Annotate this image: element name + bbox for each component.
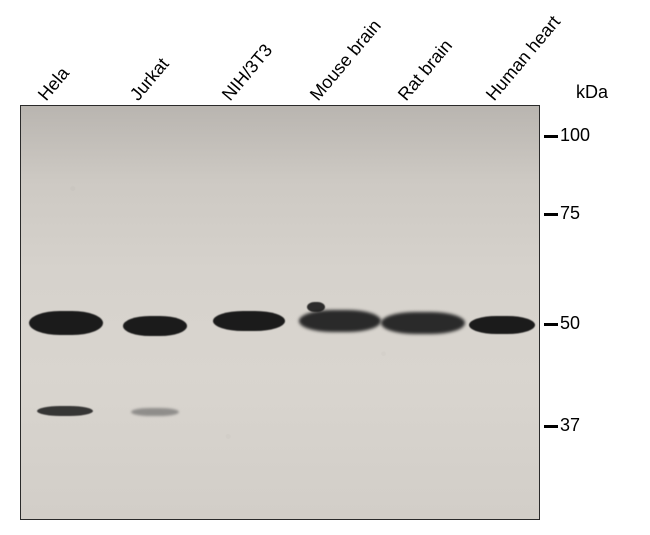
lane-label-mouse-brain: Mouse brain bbox=[306, 16, 386, 105]
mw-label-100: 100 bbox=[560, 125, 590, 146]
wb-figure: Hela Jurkat NIH/3T3 Mouse brain Rat brai… bbox=[20, 10, 630, 525]
membrane-noise bbox=[21, 106, 539, 519]
lane-label-human-heart: Human heart bbox=[482, 12, 565, 105]
band-human-heart-50 bbox=[469, 316, 535, 334]
unit-label-kda: kDa bbox=[576, 82, 608, 103]
band-nih3t3-50 bbox=[213, 311, 285, 331]
lane-label-hela: Hela bbox=[34, 63, 74, 105]
mw-tick-50 bbox=[544, 323, 558, 326]
western-blot-membrane bbox=[20, 105, 540, 520]
mw-tick-100 bbox=[544, 135, 558, 138]
band-mouse-brain-top-blob bbox=[307, 302, 325, 312]
lane-labels-row: Hela Jurkat NIH/3T3 Mouse brain Rat brai… bbox=[20, 10, 540, 105]
mw-label-75: 75 bbox=[560, 203, 580, 224]
band-jurkat-50 bbox=[123, 316, 187, 336]
lane-label-nih3t3: NIH/3T3 bbox=[218, 40, 277, 105]
band-rat-brain-50 bbox=[381, 312, 465, 334]
band-hela-50 bbox=[29, 311, 103, 335]
band-hela-37 bbox=[37, 406, 93, 416]
mw-label-37: 37 bbox=[560, 415, 580, 436]
band-mouse-brain-50 bbox=[299, 310, 381, 332]
lane-label-rat-brain: Rat brain bbox=[394, 36, 457, 105]
band-jurkat-37 bbox=[131, 408, 179, 416]
mw-label-50: 50 bbox=[560, 313, 580, 334]
mw-tick-37 bbox=[544, 425, 558, 428]
lane-label-jurkat: Jurkat bbox=[126, 54, 174, 105]
mw-tick-75 bbox=[544, 213, 558, 216]
